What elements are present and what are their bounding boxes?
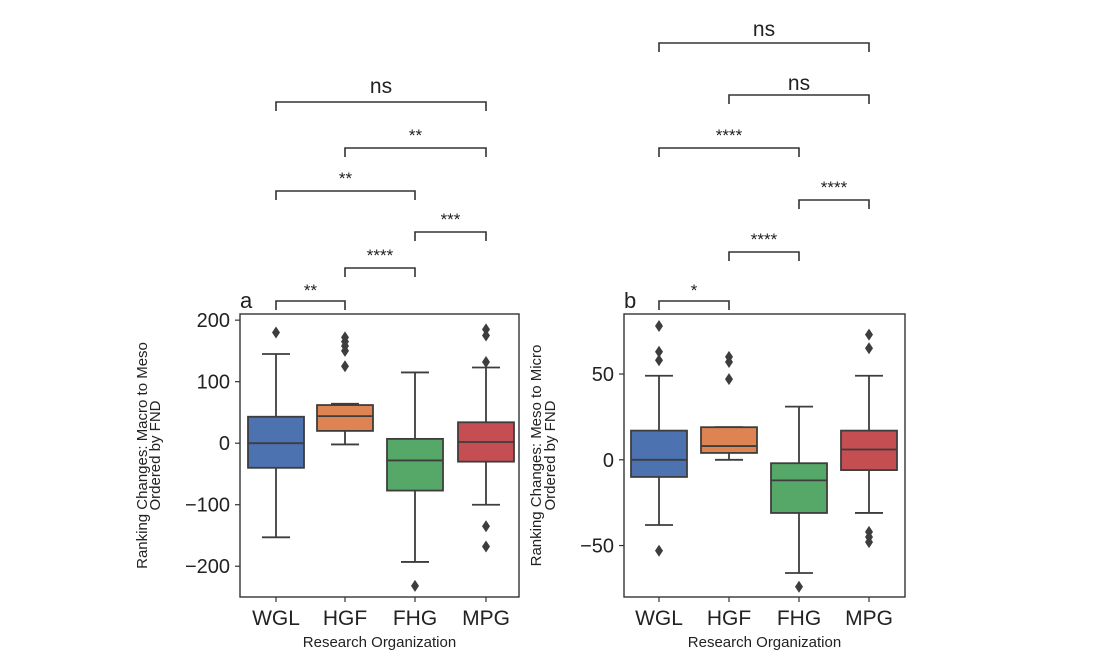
significance-bracket: **** — [798, 178, 870, 209]
bracket-line — [275, 300, 346, 310]
plot-frame — [239, 313, 520, 598]
panel-label: b — [624, 288, 636, 313]
significance-bracket: * — [658, 281, 730, 310]
significance-bracket: ns — [728, 72, 870, 104]
outlier-point — [272, 326, 280, 339]
x-axis-label: Research Organization — [688, 634, 841, 651]
significance-bracket: ns — [275, 75, 487, 111]
outlier-point — [655, 544, 663, 557]
significance-bracket: **** — [728, 230, 800, 261]
outlier-point — [725, 350, 733, 363]
outlier-point — [655, 354, 663, 367]
significance-label: **** — [751, 230, 778, 249]
bracket-line — [414, 231, 487, 241]
significance-label: **** — [716, 126, 743, 145]
x-tick-label: HGF — [323, 607, 367, 630]
significance-label: **** — [367, 246, 394, 265]
panel-label: a — [240, 288, 253, 313]
significance-label: *** — [441, 210, 461, 229]
x-tick-label: WGL — [635, 607, 683, 630]
significance-bracket: **** — [658, 126, 800, 157]
plot-frame — [623, 313, 906, 598]
bracket-line — [798, 199, 870, 209]
outlier-point — [865, 328, 873, 341]
x-tick-label: FHG — [393, 607, 437, 630]
y-tick-label: −200 — [185, 556, 230, 578]
y-tick-label: 0 — [603, 450, 614, 472]
box-wgl — [247, 326, 305, 539]
outlier-point — [482, 520, 490, 533]
outlier-point — [795, 580, 803, 593]
significance-bracket: *** — [414, 210, 487, 241]
y-tick-label: −100 — [185, 495, 230, 517]
significance-bracket: ** — [344, 126, 487, 157]
bracket-line — [344, 267, 416, 277]
box-fhg — [386, 371, 444, 592]
x-axis-label: Research Organization — [303, 634, 456, 651]
y-tick-label: 0 — [219, 433, 230, 455]
iqr-box — [386, 437, 444, 492]
significance-label: * — [691, 281, 698, 300]
outlier-point — [655, 345, 663, 358]
bracket-line — [344, 147, 487, 157]
outlier-point — [865, 536, 873, 549]
bracket-line — [728, 94, 870, 104]
outlier-point — [482, 329, 490, 342]
bracket-line — [275, 101, 487, 111]
bracket-line — [275, 190, 416, 200]
bracket-line — [658, 42, 870, 52]
box-hgf — [316, 331, 374, 446]
outlier-point — [341, 360, 349, 373]
box-wgl — [630, 320, 688, 557]
significance-label: ns — [753, 18, 775, 41]
significance-bracket: ns — [658, 18, 870, 52]
outlier-point — [482, 355, 490, 368]
x-tick-label: MPG — [462, 607, 510, 630]
significance-label: ns — [788, 72, 810, 95]
significance-bracket: **** — [344, 246, 416, 277]
box-fhg — [770, 405, 828, 593]
outlier-point — [725, 373, 733, 386]
outlier-point — [341, 331, 349, 344]
outlier-point — [655, 320, 663, 333]
significance-label: ns — [370, 75, 392, 98]
y-tick-label: 50 — [592, 364, 614, 386]
iqr-box — [630, 429, 688, 478]
bracket-line — [658, 147, 800, 157]
x-tick-label: HGF — [707, 607, 751, 630]
y-tick-label: 200 — [197, 310, 230, 332]
significance-label: ** — [409, 126, 423, 145]
y-axis-label: Ordered by FND — [147, 400, 164, 510]
significance-label: ** — [304, 281, 318, 300]
panel-a: 200 100 0 −100 −200 WGL HGF FHG MPG Research Orga… — [134, 75, 520, 651]
significance-label: ** — [339, 169, 353, 188]
iqr-box — [770, 462, 828, 514]
box-mpg — [840, 328, 898, 549]
x-tick-label: WGL — [252, 607, 300, 630]
significance-label: **** — [821, 178, 848, 197]
significance-bracket: ** — [275, 169, 416, 200]
outlier-point — [482, 323, 490, 336]
significance-bracket: ** — [275, 281, 346, 310]
y-tick-label: 100 — [197, 372, 230, 394]
y-axis-label: Ranking Changes: Meso to Micro — [528, 345, 545, 567]
outlier-point — [482, 540, 490, 553]
outlier-point — [865, 342, 873, 355]
y-tick-label: −50 — [580, 536, 614, 558]
x-tick-label: FHG — [777, 607, 821, 630]
y-axis-label: Ranking Changes: Macro to Meso — [134, 342, 151, 569]
box-mpg — [457, 323, 515, 553]
outlier-point — [411, 579, 419, 592]
x-tick-label: MPG — [845, 607, 893, 630]
iqr-box — [700, 426, 758, 454]
y-axis-label: Ordered by FND — [542, 400, 559, 510]
iqr-box — [247, 415, 305, 469]
bracket-line — [728, 251, 800, 261]
bracket-line — [658, 300, 730, 310]
box-hgf — [700, 350, 758, 461]
iqr-box — [316, 404, 374, 432]
